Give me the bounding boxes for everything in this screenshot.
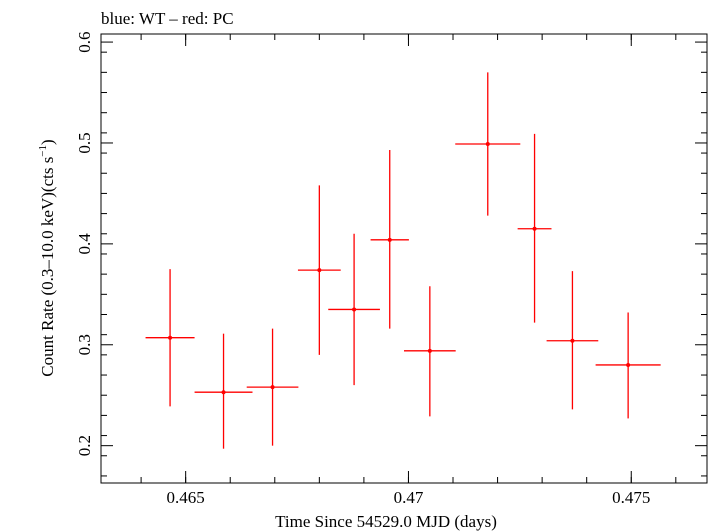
data-point — [370, 150, 409, 329]
y-axis-label: Count Rate (0.3–10.0 keV)(cts s−1) — [37, 139, 57, 376]
data-marker — [532, 226, 537, 231]
x-axis-ticks: 0.465 0.47 0.475 — [140, 34, 677, 507]
x-tick-label: 0.47 — [394, 488, 424, 507]
data-series — [145, 72, 661, 449]
x-tick-label: 0.465 — [167, 488, 205, 507]
y-tick-label: 0.4 — [75, 233, 94, 255]
data-marker — [352, 307, 357, 312]
plot-frame — [100, 33, 708, 484]
data-point — [595, 312, 661, 419]
data-point — [194, 333, 253, 449]
y-axis-ticks: 0.2 0.3 0.4 0.5 0.6 — [75, 31, 707, 477]
data-point — [328, 233, 380, 386]
y-axis-label-main: Count Rate (0.3–10.0 keV)(cts s — [38, 157, 57, 377]
chart-title: blue: WT – red: PC — [101, 9, 234, 28]
data-marker — [427, 348, 432, 353]
data-point — [145, 269, 195, 407]
data-marker — [387, 237, 392, 242]
data-marker — [168, 335, 173, 340]
y-axis-label-close: ) — [38, 139, 57, 145]
data-marker — [270, 385, 275, 390]
data-marker — [570, 338, 575, 343]
data-point — [297, 185, 341, 355]
data-point — [517, 133, 552, 323]
x-axis-label: Time Since 54529.0 MJD (days) — [275, 512, 497, 531]
x-tick-label: 0.475 — [612, 488, 650, 507]
y-tick-label: 0.3 — [75, 334, 94, 355]
data-marker — [317, 268, 322, 273]
y-tick-label: 0.2 — [75, 435, 94, 456]
data-point — [404, 286, 456, 417]
data-marker — [221, 390, 226, 395]
data-marker — [485, 141, 490, 146]
y-axis-label-superscript: −1 — [37, 145, 49, 157]
y-tick-label: 0.5 — [75, 132, 94, 153]
data-point — [546, 271, 599, 410]
data-marker — [626, 362, 631, 367]
data-point — [455, 72, 521, 216]
data-point — [246, 328, 299, 446]
y-tick-label: 0.6 — [75, 31, 94, 52]
